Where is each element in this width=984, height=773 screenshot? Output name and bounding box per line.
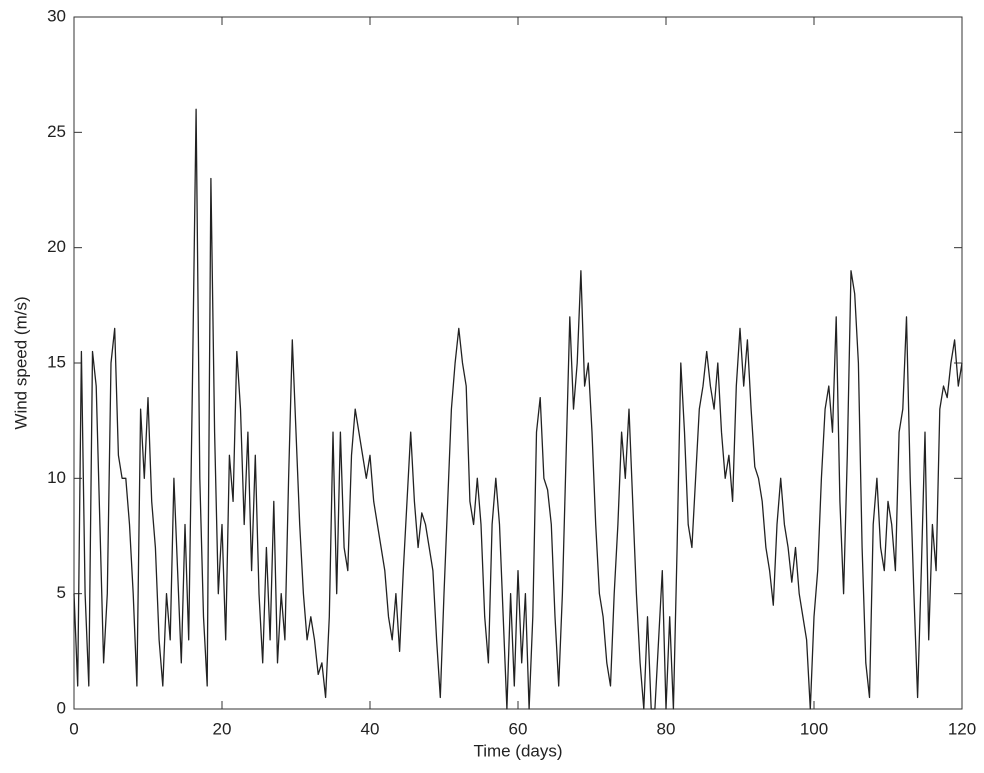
x-tick-label: 0 (69, 719, 78, 738)
y-tick-label: 15 (47, 352, 66, 371)
y-tick-label: 20 (47, 237, 66, 256)
y-tick-label: 30 (47, 6, 66, 25)
x-tick-label: 80 (657, 719, 676, 738)
y-tick-label: 10 (47, 468, 66, 487)
x-tick-label: 60 (509, 719, 528, 738)
x-tick-label: 100 (800, 719, 828, 738)
x-tick-label: 120 (948, 719, 976, 738)
y-tick-label: 5 (57, 583, 66, 602)
data-line (73, 108, 963, 710)
x-axis-label: Time (days) (473, 741, 562, 760)
y-tick-label: 25 (47, 122, 66, 141)
y-axis-label: Wind speed (m/s) (11, 296, 30, 429)
x-tick-label: 20 (213, 719, 232, 738)
x-tick-label: 40 (361, 719, 380, 738)
y-tick-label: 0 (57, 698, 66, 717)
